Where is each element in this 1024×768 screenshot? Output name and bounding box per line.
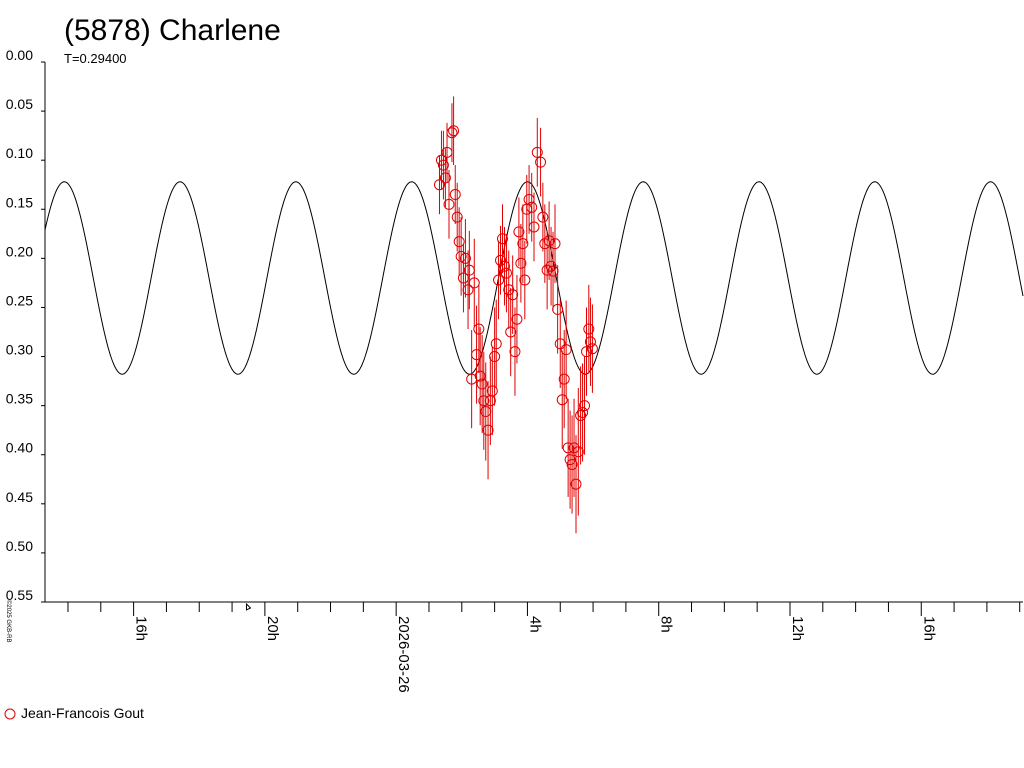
data-point: [496, 233, 508, 245]
data-point: [505, 326, 517, 338]
data-point: [500, 267, 512, 279]
model-curve-group: [44, 181, 1024, 375]
legend: Jean-Francois Gout: [4, 705, 144, 721]
data-points-group: [433, 96, 598, 534]
data-point: [459, 252, 471, 264]
data-point: [451, 211, 463, 223]
legend-label: Jean-Francois Gout: [21, 705, 144, 721]
data-point: [439, 172, 451, 184]
data-point: [535, 156, 547, 168]
legend-marker: [4, 708, 16, 720]
data-point: [448, 125, 460, 137]
x-tick-label: 8h: [658, 616, 675, 633]
data-point: [437, 159, 449, 171]
y-tick-label: 0.55: [6, 587, 33, 603]
x-axis: 16h 20h 2026-03-26 4h 8h 12h 16h: [45, 601, 1023, 693]
y-tick-label: 0.35: [6, 391, 33, 407]
data-point: [562, 442, 574, 454]
data-point: [554, 338, 566, 350]
y-tick-label: 0.20: [6, 243, 33, 259]
x-tick-label: 16h: [920, 616, 937, 641]
data-point: [552, 303, 564, 315]
data-point: [482, 424, 494, 436]
data-point: [531, 146, 543, 158]
data-point: [468, 277, 480, 289]
data-point: [560, 344, 572, 356]
data-point: [495, 254, 507, 266]
data-point: [513, 226, 525, 238]
y-tick-label: 0.50: [6, 538, 33, 554]
x-tick-label: 4h: [526, 616, 543, 633]
y-tick-label: 0.30: [6, 342, 33, 358]
data-point: [453, 236, 465, 248]
data-point: [446, 127, 458, 139]
data-point: [489, 351, 501, 363]
y-tick-label: 0.45: [6, 489, 33, 505]
data-point: [519, 274, 531, 286]
data-point: [581, 346, 593, 358]
data-point: [568, 442, 580, 454]
y-tick-label: 0.10: [6, 145, 33, 161]
x-tick-label: 12h: [789, 616, 806, 641]
model-curve: [44, 181, 1024, 375]
data-point: [473, 323, 485, 335]
data-point: [549, 238, 561, 250]
data-point: [541, 264, 553, 276]
data-point: [528, 221, 540, 233]
data-point: [449, 189, 461, 201]
data-point: [498, 260, 510, 272]
y-tick-label: 0.15: [6, 194, 33, 210]
data-point: [462, 284, 474, 296]
chart-subtitle: T=0.29400: [64, 51, 127, 66]
data-point: [577, 407, 589, 419]
data-point: [584, 336, 596, 348]
time-marker-icon: [245, 602, 252, 611]
data-point: [507, 289, 519, 301]
y-tick-label: 0.00: [6, 47, 33, 63]
credit-label: ©2025 GKB-RB: [5, 600, 12, 642]
data-point: [543, 235, 555, 247]
data-point: [545, 260, 557, 272]
data-point: [478, 395, 490, 407]
data-point: [493, 274, 505, 286]
data-point: [575, 409, 587, 421]
data-point: [558, 373, 570, 385]
data-point: [579, 400, 591, 412]
x-tick-label: 16h: [133, 616, 150, 641]
data-point: [486, 385, 498, 397]
data-point: [517, 238, 529, 250]
data-point: [526, 201, 538, 213]
data-point: [490, 338, 502, 350]
y-tick-label: 0.40: [6, 440, 33, 456]
data-point: [572, 446, 584, 458]
data-point: [570, 478, 582, 490]
data-point: [556, 394, 568, 406]
x-tick-label: 20h: [264, 616, 281, 641]
data-point: [471, 349, 483, 361]
y-axis: 0.00 0.05 0.10 0.15 0.20 0.25 0.30 0.35 0.40 0.45…: [6, 47, 46, 603]
data-point: [443, 198, 455, 210]
data-point: [583, 323, 595, 335]
x-tick-label: 2026-03-26: [395, 616, 412, 693]
chart-title: (5878) Charlene: [64, 14, 281, 47]
data-point: [474, 370, 486, 382]
data-point: [433, 179, 445, 191]
data-point: [537, 211, 549, 223]
data-point: [476, 378, 488, 390]
data-point: [586, 343, 598, 355]
data-point: [435, 154, 447, 166]
data-point: [564, 454, 576, 466]
data-point: [511, 313, 523, 325]
data-point: [566, 459, 578, 471]
y-tick-label: 0.05: [6, 96, 33, 112]
data-point: [515, 257, 527, 269]
data-point: [509, 346, 521, 358]
y-tick-label: 0.25: [6, 292, 33, 308]
